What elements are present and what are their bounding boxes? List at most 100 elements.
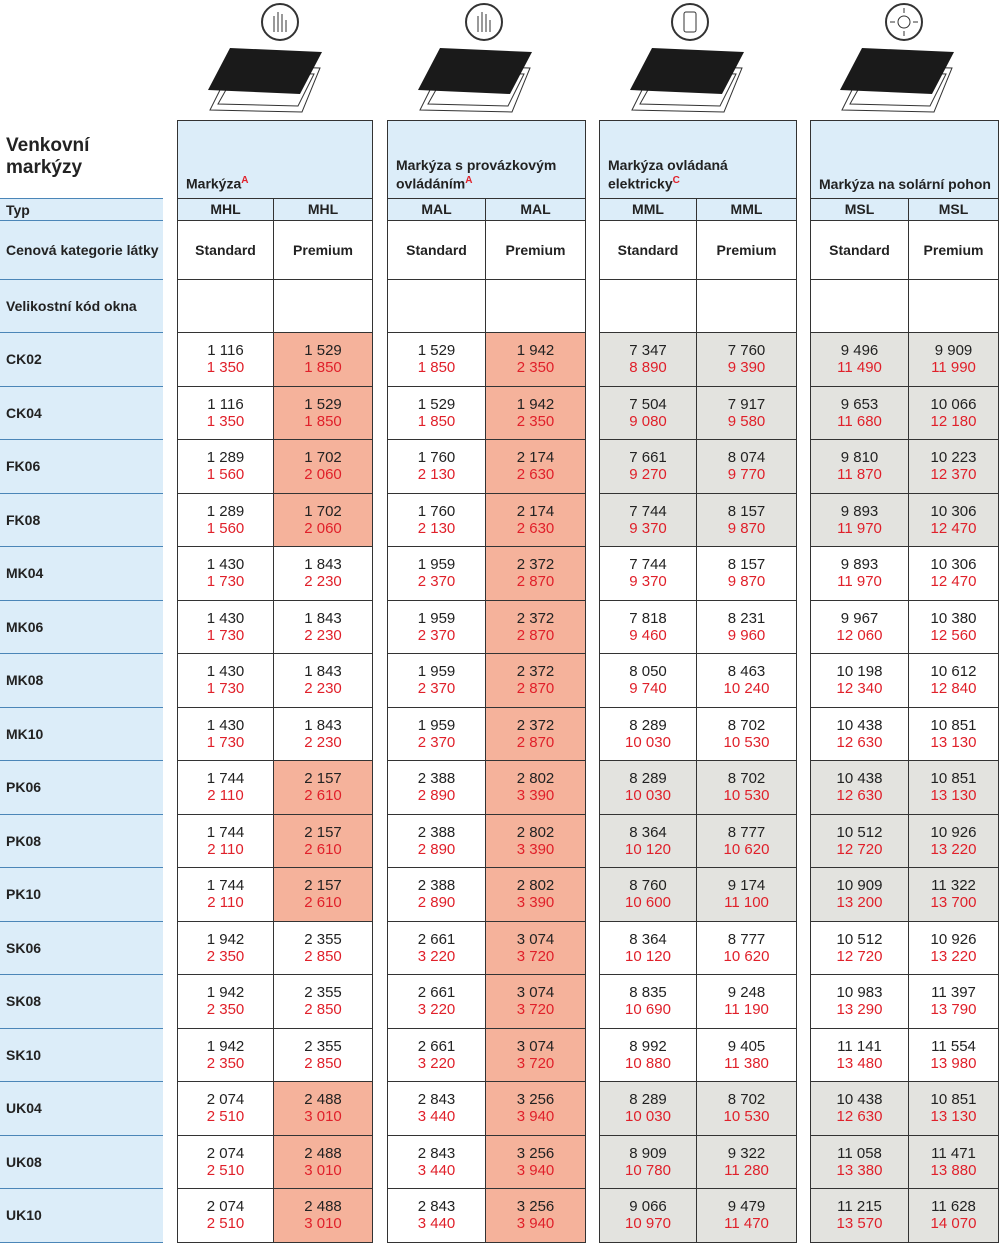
- price: 10 851: [931, 1091, 977, 1108]
- column-type: MSL: [909, 198, 999, 221]
- price-vat: 2 870: [517, 680, 555, 697]
- price: 8 231: [728, 610, 766, 627]
- price: 2 355: [304, 984, 342, 1001]
- empty-cell: [274, 280, 373, 333]
- price-vat: 3 390: [517, 841, 555, 858]
- price-vat: 13 570: [837, 1215, 883, 1232]
- empty-cell: [909, 280, 999, 333]
- price-vat: 2 510: [207, 1108, 245, 1125]
- price: 8 074: [728, 449, 766, 466]
- price-vat: 9 740: [629, 680, 667, 697]
- price-vat: 2 350: [517, 359, 555, 376]
- row-code: PK10: [0, 868, 163, 922]
- price: 2 661: [418, 1038, 456, 1055]
- price: 7 347: [629, 342, 667, 359]
- group-title: Markýza s provázkovým ovládánímA: [396, 158, 579, 192]
- price: 1 959: [418, 556, 456, 573]
- price-vat: 13 130: [931, 1108, 977, 1125]
- price: 8 364: [629, 931, 667, 948]
- price: 7 917: [728, 396, 766, 413]
- price-vat: 10 880: [625, 1055, 671, 1072]
- price-vat: 2 230: [304, 627, 342, 644]
- price: 10 909: [837, 877, 883, 894]
- price-vat: 11 490: [837, 359, 882, 376]
- price-vat: 10 030: [625, 787, 671, 804]
- price-vat: 10 970: [625, 1215, 671, 1232]
- price-vat: 13 220: [931, 841, 977, 858]
- footnote-mark: A: [241, 175, 248, 186]
- price-vat: 3 720: [517, 1001, 555, 1018]
- price: 2 355: [304, 1038, 342, 1055]
- group-header: Markýza s provázkovým ovládánímA: [387, 120, 586, 198]
- footnote-mark: A: [465, 175, 472, 186]
- price-vat: 2 850: [304, 1001, 342, 1018]
- price: 1 760: [418, 503, 456, 520]
- price-vat: 1 730: [207, 573, 245, 590]
- price: 11 322: [931, 877, 976, 894]
- price-vat: 10 240: [724, 680, 770, 697]
- price: 2 157: [304, 770, 342, 787]
- price-vat: 8 890: [629, 359, 667, 376]
- price: 9 479: [728, 1198, 766, 1215]
- price: 9 967: [841, 610, 879, 627]
- price: 1 959: [418, 663, 456, 680]
- price: 1 843: [304, 610, 342, 627]
- price-vat: 13 130: [931, 787, 977, 804]
- price-vat: 3 390: [517, 787, 555, 804]
- group-title: MarkýzaA: [186, 173, 366, 192]
- price-vat: 2 890: [418, 894, 456, 911]
- price-vat: 2 510: [207, 1215, 245, 1232]
- price-vat: 9 080: [629, 413, 667, 430]
- row-label: Velikostní kód okna: [0, 280, 163, 333]
- row-code: SK08: [0, 975, 163, 1029]
- price: 1 843: [304, 556, 342, 573]
- price: 1 430: [207, 610, 245, 627]
- row-code: UK10: [0, 1189, 163, 1243]
- empty-cell: [599, 280, 697, 333]
- price: 3 074: [517, 931, 555, 948]
- price-vat: 9 370: [629, 520, 667, 537]
- row-code: FK08: [0, 494, 163, 548]
- price-vat: 2 230: [304, 734, 342, 751]
- price-vat: 2 110: [207, 894, 243, 911]
- price-vat: 13 290: [837, 1001, 883, 1018]
- price: 2 174: [517, 503, 555, 520]
- price-vat: 1 560: [207, 520, 245, 537]
- price: 2 488: [304, 1091, 342, 1108]
- price-vat: 2 350: [517, 413, 555, 430]
- row-code: FK06: [0, 440, 163, 494]
- price: 10 851: [931, 717, 977, 734]
